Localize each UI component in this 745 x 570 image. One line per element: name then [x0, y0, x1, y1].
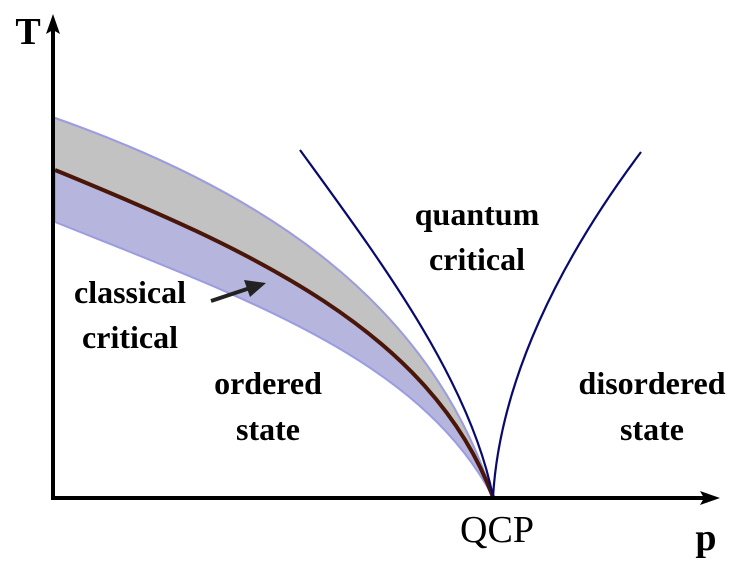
- band-edge: [54, 117, 494, 498]
- region-label: state: [236, 411, 300, 447]
- region-label: ordered: [214, 365, 322, 401]
- pointer-arrow: [210, 286, 251, 303]
- crossover-band-upper: [55, 118, 493, 497]
- y-axis-label: T: [15, 11, 40, 53]
- y-axis-arrow: [46, 14, 60, 34]
- x-axis-arrow: [700, 491, 720, 505]
- pointer-arrow-head: [244, 280, 266, 297]
- x-axis-label: p: [695, 517, 716, 559]
- crossover-line: [299, 149, 495, 498]
- region-label: critical: [82, 319, 178, 355]
- region-label: disordered: [579, 365, 726, 401]
- region-label: classical: [74, 274, 186, 310]
- qcp-label: QCP: [460, 509, 534, 551]
- region-label: critical: [429, 241, 525, 277]
- crossover-line: [491, 151, 642, 498]
- region-label: state: [620, 411, 684, 447]
- region-label: quantum: [415, 196, 540, 232]
- transition-line: [54, 168, 495, 498]
